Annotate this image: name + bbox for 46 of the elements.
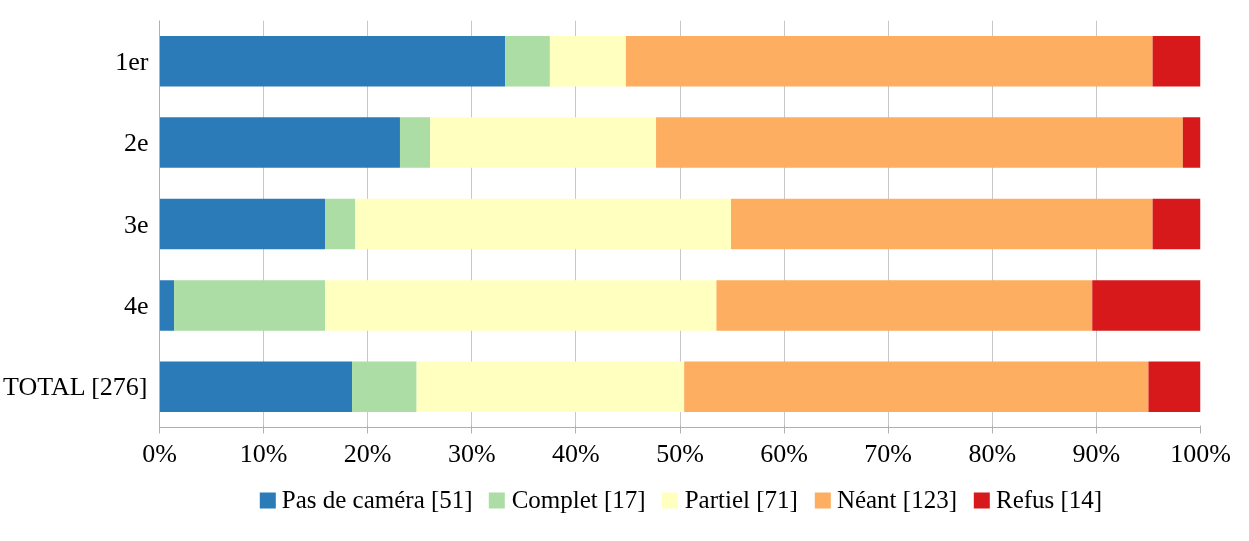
x-tick-label: 0% xyxy=(142,438,177,468)
bar xyxy=(1152,198,1201,250)
x-tick-label: 60% xyxy=(760,438,808,468)
x-tick-label: 50% xyxy=(656,438,704,468)
x-tick-label: 10% xyxy=(239,438,288,468)
bar xyxy=(625,35,1153,87)
bar xyxy=(159,198,326,250)
bar xyxy=(325,198,356,250)
bar xyxy=(159,280,175,331)
bar xyxy=(355,198,732,250)
bar xyxy=(1182,117,1201,168)
bar xyxy=(505,35,550,87)
bar xyxy=(416,361,685,413)
y-tick-label: 3e xyxy=(123,209,149,239)
bar xyxy=(399,117,431,168)
bar xyxy=(352,361,417,413)
bar xyxy=(731,198,1153,250)
bar xyxy=(1148,361,1201,413)
y-tick-label: 2e xyxy=(123,128,149,158)
bar xyxy=(1152,35,1201,87)
y-tick-label: 1er xyxy=(115,46,149,76)
x-tick-label: 20% xyxy=(343,438,392,468)
bar xyxy=(549,35,626,87)
x-tick-label: 80% xyxy=(968,438,1017,468)
x-tick-label: 90% xyxy=(1072,438,1121,468)
x-tick-label: 30% xyxy=(447,438,496,468)
x-tick-label: 100% xyxy=(1170,438,1231,468)
bar xyxy=(159,361,353,413)
bar xyxy=(325,280,717,331)
bar xyxy=(716,280,1093,331)
bar xyxy=(430,117,657,168)
legend-label: Pas de caméra [51] xyxy=(281,486,473,514)
legend-label: Partiel [71] xyxy=(684,486,798,514)
y-tick-label: TOTAL [276] xyxy=(3,372,148,402)
bar xyxy=(656,117,1183,168)
x-tick-label: 40% xyxy=(552,438,600,468)
legend-label: Néant [123] xyxy=(836,486,957,514)
bar xyxy=(159,117,400,168)
bar xyxy=(174,280,326,331)
legend-label: Refus [14] xyxy=(995,486,1103,514)
bar xyxy=(159,35,506,87)
y-tick-label: 4e xyxy=(123,290,149,320)
legend-label: Complet [17] xyxy=(511,486,646,514)
bar xyxy=(1092,280,1201,331)
x-tick-label: 70% xyxy=(864,438,913,468)
bar xyxy=(684,361,1149,413)
